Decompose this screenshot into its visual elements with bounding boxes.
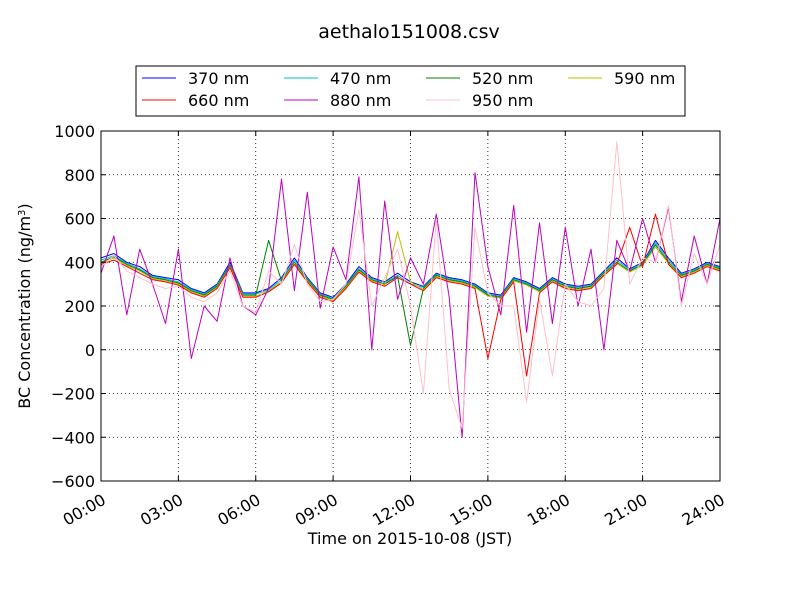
legend-label: 470 nm: [330, 69, 391, 88]
series-line-880-nm: [101, 172, 720, 438]
x-axis-label: Time on 2015-10-08 (JST): [307, 529, 512, 548]
series-line-950-nm: [101, 141, 720, 429]
y-tick-label: 400: [64, 253, 95, 272]
series-line-520-nm: [101, 239, 720, 346]
y-tick-label: −600: [51, 472, 95, 491]
y-tick-label: 0: [85, 341, 95, 360]
legend-label: 590 nm: [614, 69, 675, 88]
series-layer: [101, 141, 720, 438]
legend-label: 370 nm: [188, 69, 249, 88]
legend: 370 nm 470 nm 520 nm 590 nm 660 nm 880 nm 950 …: [135, 65, 686, 117]
chart-title: aethalo151008.csv: [318, 21, 500, 43]
y-tick-label: 800: [64, 166, 95, 185]
y-axis-label-main: BC Concentration (ng/m: [15, 216, 34, 409]
y-axis-label-superscript: 3: [17, 210, 28, 216]
legend-label: 520 nm: [472, 69, 533, 88]
y-axis-label-suffix: ): [15, 203, 34, 209]
y-tick-label: 200: [64, 297, 95, 316]
y-tick-label: 600: [64, 210, 95, 229]
y-tick-labels: −600 −400 −200 0 200 400 600 800 1000: [51, 122, 95, 491]
series-line-660-nm: [101, 213, 720, 377]
legend-label: 950 nm: [472, 91, 533, 110]
legend-box: [135, 65, 686, 117]
y-tick-label: 1000: [54, 122, 95, 141]
y-tick-label: −400: [51, 428, 95, 447]
legend-label: 660 nm: [188, 91, 249, 110]
y-axis-label: BC Concentration (ng/m3): [15, 203, 34, 408]
legend-label: 880 nm: [330, 91, 391, 110]
axis-ticks: [100, 130, 721, 482]
y-tick-label: −200: [51, 385, 95, 404]
